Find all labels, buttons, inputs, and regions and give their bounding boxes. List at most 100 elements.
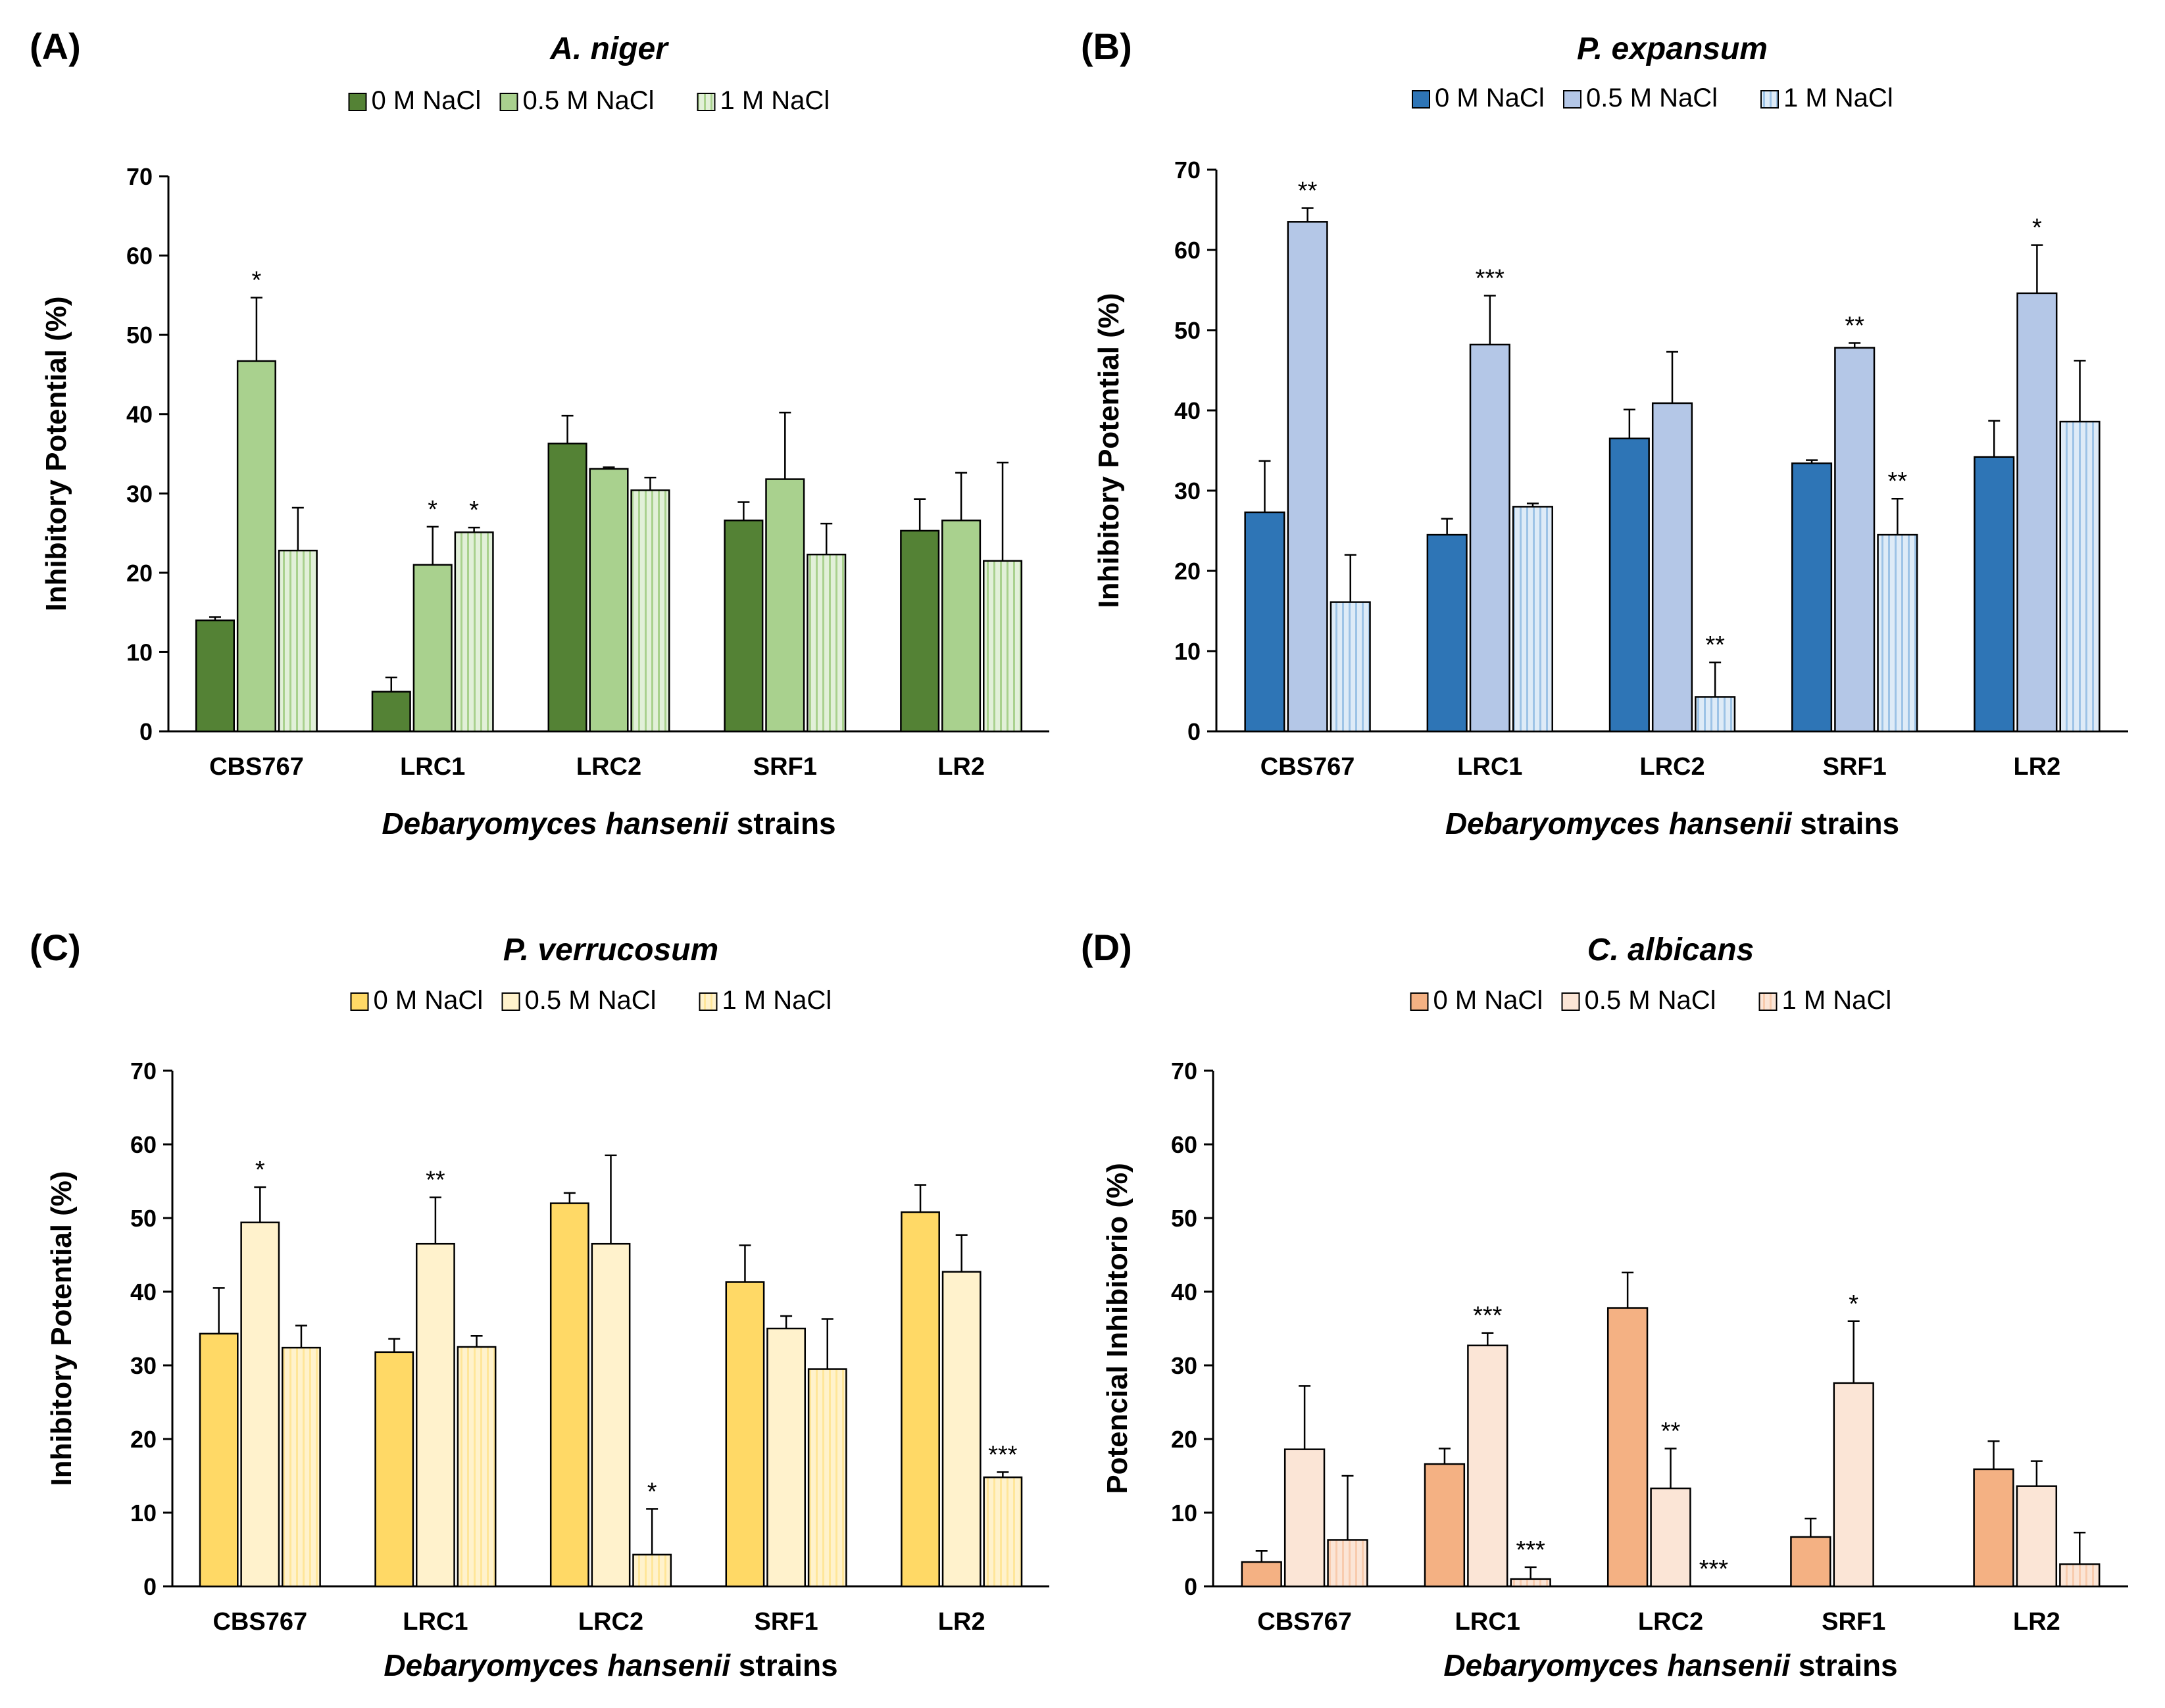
x-tick-label: LRC2 bbox=[576, 753, 641, 781]
bar bbox=[1327, 1539, 1368, 1588]
bar bbox=[371, 691, 411, 733]
legend-swatch-3 bbox=[697, 93, 716, 111]
y-tick-label: 70 bbox=[130, 1058, 157, 1085]
bar bbox=[199, 1332, 239, 1588]
significance-label: ** bbox=[426, 1167, 445, 1194]
y-tick-label: 50 bbox=[130, 1205, 157, 1232]
y-tick-label: 50 bbox=[1171, 1205, 1197, 1232]
legend-label-2: 0.5 M NaCl bbox=[523, 86, 655, 115]
legend-label-3: 1 M NaCl bbox=[1782, 986, 1892, 1015]
y-tick-label: 70 bbox=[126, 163, 153, 190]
y-tick-label: 10 bbox=[1171, 1500, 1197, 1526]
y-tick-label: 50 bbox=[126, 322, 153, 349]
bar bbox=[1650, 1487, 1691, 1588]
bar bbox=[282, 1346, 321, 1588]
x-tick-label: LRC1 bbox=[1457, 753, 1522, 781]
y-tick-label: 0 bbox=[1187, 718, 1201, 745]
bar bbox=[1469, 343, 1510, 733]
significance-label: ** bbox=[1845, 312, 1864, 340]
y-tick-label: 70 bbox=[1171, 1058, 1197, 1085]
chart-panel-2: (B) P. expansum 0 M NaCl 0.5 M NaCl 1 M NaCl… bbox=[1081, 26, 2128, 841]
panel-label: (A) bbox=[30, 26, 81, 67]
y-tick-label: 30 bbox=[1174, 477, 1201, 504]
bar bbox=[1330, 601, 1371, 733]
legend-swatch-3 bbox=[1760, 90, 1779, 109]
x-tick-label: CBS767 bbox=[1257, 1608, 1352, 1636]
panel-label: (B) bbox=[1081, 26, 1132, 67]
legend-swatch-3 bbox=[1758, 992, 1778, 1011]
legend-swatch-2 bbox=[499, 93, 518, 111]
x-axis-label: Debaryomyces hansenii strains bbox=[1445, 806, 1899, 841]
x-tick-label: SRF1 bbox=[1822, 1608, 1885, 1636]
x-tick-label: CBS767 bbox=[212, 1608, 307, 1636]
x-tick-label: LR2 bbox=[2013, 1608, 2060, 1636]
bar bbox=[240, 1221, 280, 1588]
bar bbox=[1606, 1307, 1649, 1588]
y-tick-label: 30 bbox=[126, 480, 153, 507]
bar bbox=[1791, 462, 1833, 733]
y-tick-label: 20 bbox=[130, 1426, 157, 1453]
x-tick-label: LRC1 bbox=[400, 753, 465, 781]
significance-label: * bbox=[1849, 1290, 1858, 1318]
bar bbox=[1244, 511, 1285, 733]
y-tick-label: 20 bbox=[1174, 558, 1201, 585]
bar bbox=[1241, 1561, 1282, 1588]
x-tick-label: LR2 bbox=[937, 753, 985, 781]
bar bbox=[374, 1351, 414, 1588]
bar bbox=[982, 560, 1023, 733]
y-tick-label: 0 bbox=[1184, 1573, 1197, 1600]
legend-swatch-1 bbox=[1410, 992, 1429, 1011]
x-axis-label: Debaryomyces hansenii strains bbox=[382, 806, 835, 841]
y-tick-label: 10 bbox=[130, 1500, 157, 1526]
legend-swatch-1 bbox=[348, 93, 367, 111]
y-tick-label: 20 bbox=[126, 560, 153, 587]
significance-label: ** bbox=[1888, 468, 1908, 495]
significance-label: * bbox=[2032, 214, 2042, 242]
x-axis-label: Debaryomyces hansenii strains bbox=[1443, 1648, 1897, 1682]
bar bbox=[1467, 1344, 1508, 1588]
y-tick-label: 0 bbox=[143, 1573, 157, 1600]
y-axis-label: Potencial Inhibitorio (%) bbox=[1101, 1163, 1133, 1494]
y-tick-label: 30 bbox=[130, 1352, 157, 1379]
legend-swatch-1 bbox=[350, 992, 369, 1011]
significance-label: *** bbox=[1473, 1302, 1503, 1330]
legend-swatch-2 bbox=[501, 992, 520, 1011]
panel-label: (C) bbox=[30, 927, 81, 968]
bar bbox=[1287, 221, 1328, 733]
bar bbox=[1283, 1448, 1326, 1588]
legend-label-1: 0 M NaCl bbox=[1435, 84, 1545, 112]
y-tick-label: 10 bbox=[1174, 638, 1201, 665]
chart-panel-3: (C) P. verrucosum 0 M NaCl 0.5 M NaCl 1 M Na… bbox=[30, 927, 1049, 1682]
significance-label: * bbox=[428, 496, 437, 524]
x-tick-label: LRC1 bbox=[1455, 1608, 1520, 1636]
legend-label-3: 1 M NaCl bbox=[720, 86, 830, 115]
significance-label: *** bbox=[1516, 1536, 1545, 1564]
y-tick-label: 70 bbox=[1174, 157, 1201, 183]
x-tick-label: LRC1 bbox=[403, 1608, 468, 1636]
bar bbox=[1973, 1468, 2014, 1588]
y-axis-label: Inhibitory Potential (%) bbox=[45, 1171, 78, 1486]
bar bbox=[2059, 420, 2101, 733]
y-tick-label: 40 bbox=[126, 401, 153, 428]
y-tick-label: 60 bbox=[1174, 237, 1201, 264]
y-tick-label: 20 bbox=[1171, 1426, 1197, 1453]
x-tick-label: CBS767 bbox=[209, 753, 304, 781]
bar bbox=[983, 1476, 1023, 1588]
x-tick-label: LRC2 bbox=[1638, 1608, 1703, 1636]
bar bbox=[195, 619, 236, 733]
bar bbox=[2059, 1563, 2101, 1588]
bar bbox=[547, 443, 587, 733]
bar bbox=[1651, 402, 1693, 733]
significance-label: ** bbox=[1298, 178, 1318, 205]
y-tick-label: 60 bbox=[1171, 1131, 1197, 1158]
bar bbox=[457, 1346, 497, 1588]
legend-label-3: 1 M NaCl bbox=[722, 986, 832, 1015]
bar bbox=[725, 1281, 765, 1588]
bar bbox=[1426, 533, 1468, 733]
bar bbox=[1510, 1578, 1551, 1588]
x-tick-label: SRF1 bbox=[753, 753, 817, 781]
y-tick-label: 10 bbox=[126, 639, 153, 666]
significance-label: ** bbox=[1661, 1418, 1681, 1446]
x-tick-label: CBS767 bbox=[1260, 753, 1355, 781]
chart-title: A. niger bbox=[549, 32, 669, 66]
